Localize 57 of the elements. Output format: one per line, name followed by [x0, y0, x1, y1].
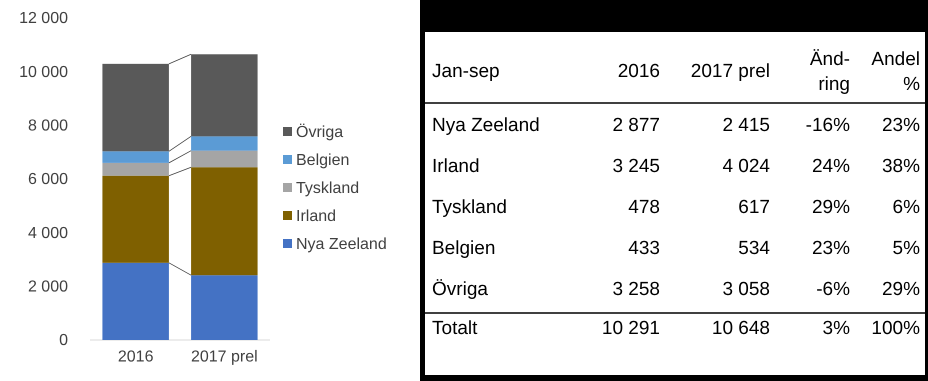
- category-label: Änd-ring: [810, 49, 850, 95]
- text: 478: [628, 197, 660, 218]
- bar: [102, 176, 169, 263]
- text: 534: [738, 238, 770, 259]
- text: 2 877: [612, 115, 660, 136]
- bar: [191, 54, 258, 136]
- bar: [102, 162, 169, 176]
- bar: [191, 150, 258, 168]
- bar: [191, 275, 258, 340]
- legend-label: Nya Zeeland: [296, 236, 387, 253]
- text: 29%: [882, 279, 920, 300]
- text: -6%: [816, 279, 850, 300]
- bar: [191, 136, 258, 151]
- y-tick-label: 6 000: [28, 171, 68, 188]
- category-label: Nya Zeeland: [432, 115, 540, 136]
- category-label: 2016: [618, 61, 660, 82]
- y-tick-label: 10 000: [19, 64, 68, 81]
- text: 3 258: [612, 279, 660, 300]
- text: 6%: [892, 197, 920, 218]
- category-label: Irland: [432, 156, 480, 177]
- y-tick-label: 2 000: [28, 278, 68, 296]
- bar: [102, 151, 169, 163]
- legend-label: Tyskland: [296, 180, 360, 197]
- bar: [102, 262, 169, 340]
- text: 10 648: [712, 318, 770, 339]
- category-label: Andel %: [871, 49, 920, 95]
- text: Jan-sep: [432, 61, 500, 82]
- text: 10 291: [602, 318, 660, 339]
- text: 29%: [812, 197, 850, 218]
- text: 3 245: [612, 156, 660, 177]
- bar: [102, 64, 169, 152]
- category-label: 2017 prel: [690, 61, 770, 82]
- text: 23%: [882, 115, 920, 136]
- bar: [191, 167, 258, 276]
- legend-label: Irland: [296, 208, 336, 225]
- y-tick-label: 0: [59, 332, 68, 350]
- text: -16%: [806, 115, 850, 136]
- y-tick-label: 12 000: [19, 10, 68, 28]
- text: 4 024: [722, 156, 770, 177]
- category-label: Tyskland: [432, 197, 507, 218]
- y-tick-label: 8 000: [28, 117, 68, 134]
- legend-label: Belgien: [296, 152, 350, 169]
- category-label: Totalt: [432, 318, 478, 339]
- category-label: Övriga: [432, 279, 488, 300]
- text: 617: [738, 197, 770, 218]
- text: 2 415: [722, 115, 770, 136]
- text: 23%: [812, 238, 850, 259]
- text: 38%: [882, 156, 920, 177]
- text: 100%: [871, 318, 920, 339]
- legend-label: Övriga: [296, 123, 344, 141]
- text: 5%: [892, 238, 920, 259]
- text: 24%: [812, 156, 850, 177]
- text: 3%: [822, 318, 850, 339]
- y-tick-label: 4 000: [28, 224, 68, 242]
- category-label: Belgien: [432, 238, 496, 259]
- text: 433: [628, 238, 660, 259]
- text: 3 058: [722, 279, 770, 300]
